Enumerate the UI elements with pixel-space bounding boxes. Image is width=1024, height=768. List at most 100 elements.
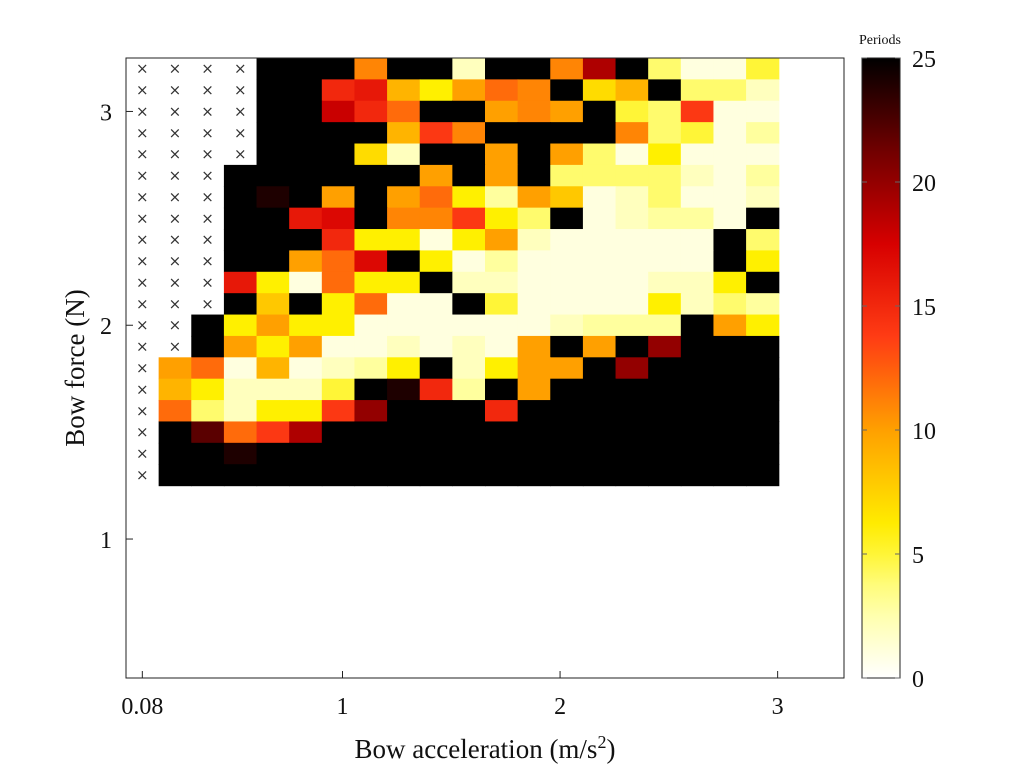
heatmap-cell [452, 271, 486, 294]
heatmap-cell [419, 293, 453, 316]
heatmap-cell [550, 122, 584, 145]
heatmap-cell [452, 314, 486, 337]
heatmap-cell [746, 207, 780, 230]
heatmap-cell [387, 58, 421, 80]
heatmap-cell [680, 271, 715, 294]
heatmap-cell [354, 442, 388, 465]
heatmap-cell [582, 229, 617, 252]
heatmap-cell [419, 271, 453, 294]
heatmap-cell [289, 400, 323, 423]
heatmap-cell [517, 186, 551, 209]
heatmap-cell [321, 314, 356, 337]
no-data-marker: × [234, 124, 247, 142]
heatmap-cell [354, 314, 388, 337]
heatmap-cell [223, 421, 258, 444]
heatmap-cell [713, 143, 747, 166]
heatmap-cell [582, 314, 617, 337]
heatmap-cell [289, 378, 323, 401]
heatmap-cell [158, 400, 192, 423]
no-data-marker: × [169, 188, 182, 206]
heatmap-cell [256, 100, 290, 123]
heatmap-cell [387, 335, 421, 358]
heatmap-cell [713, 421, 747, 444]
heatmap-cell [550, 335, 584, 358]
heatmap-cell [256, 79, 290, 102]
colorbar-title: Periods [859, 33, 901, 48]
heatmap-cell [713, 442, 747, 465]
heatmap-cell [713, 464, 747, 487]
heatmap-cell [550, 229, 584, 252]
heatmap-cell [452, 464, 486, 487]
heatmap-cell [615, 164, 649, 187]
heatmap-cell [452, 229, 486, 252]
heatmap-cell [158, 421, 192, 444]
no-data-marker: × [136, 167, 149, 185]
no-data-marker: × [169, 124, 182, 142]
heatmap-cell [387, 293, 421, 316]
heatmap-cell [387, 186, 421, 209]
heatmap-cell [648, 58, 682, 80]
heatmap-cell [680, 293, 715, 316]
no-data-marker: × [136, 60, 149, 78]
heatmap-cell [387, 122, 421, 145]
heatmap-cell [256, 400, 290, 423]
heatmap-cell [419, 250, 453, 273]
heatmap-cell [550, 207, 584, 230]
heatmap-cell [321, 250, 356, 273]
heatmap-cell [387, 314, 421, 337]
heatmap-cell [387, 250, 421, 273]
heatmap-cell [158, 442, 192, 465]
heatmap-cell [485, 250, 519, 273]
heatmap-cell [354, 271, 388, 294]
heatmap-cell [452, 100, 486, 123]
heatmap-cell [550, 100, 584, 123]
heatmap-cell [648, 122, 682, 145]
heatmap-cell [582, 100, 617, 123]
heatmap-cell [550, 378, 584, 401]
heatmap-cell [648, 250, 682, 273]
heatmap-cell [648, 357, 682, 380]
x-tick-label: 1 [336, 694, 348, 720]
heatmap-cell [354, 421, 388, 444]
heatmap-cell [158, 378, 192, 401]
no-data-marker: × [136, 466, 149, 484]
heatmap-cell [615, 250, 649, 273]
heatmap-cell [452, 186, 486, 209]
no-data-marker: × [234, 81, 247, 99]
heatmap-cell [485, 464, 519, 487]
heatmap-cell [680, 314, 715, 337]
no-data-markers: × × × × × × × × × × × × × × × × × × × × × × × × × × × × × × × × × × × × × × × ×… [136, 60, 246, 484]
heatmap-cell [256, 293, 290, 316]
no-data-marker: × [136, 102, 149, 120]
heatmap-cell [746, 164, 780, 187]
heatmap-cell [746, 464, 780, 487]
heatmap-cell [289, 122, 323, 145]
no-data-marker: × [136, 423, 149, 441]
colorbar-tick-label: 5 [912, 543, 924, 569]
heatmap-cell [485, 186, 519, 209]
heatmap-cell [452, 250, 486, 273]
heatmap-cell [746, 79, 780, 102]
heatmap-cell [517, 250, 551, 273]
heatmap-cell [289, 79, 323, 102]
heatmap-cell [680, 207, 715, 230]
heatmap-cell [550, 79, 584, 102]
heatmap-cell [419, 207, 453, 230]
y-tick-label: 2 [100, 314, 112, 340]
heatmap-cell [517, 100, 551, 123]
heatmap-cell [746, 229, 780, 252]
heatmap-cell [615, 100, 649, 123]
heatmap-cell [680, 442, 715, 465]
heatmap-cell [648, 314, 682, 337]
heatmap-cell [419, 335, 453, 358]
heatmap-cell [746, 58, 780, 80]
no-data-marker: × [201, 252, 214, 270]
heatmap-cell [680, 229, 715, 252]
heatmap-cell [517, 229, 551, 252]
heatmap-cell [680, 400, 715, 423]
heatmap-cell [354, 164, 388, 187]
heatmap-cell [419, 186, 453, 209]
x-axis-ticks: 0.08 1 2 3 [121, 671, 784, 720]
heatmap-cell [485, 79, 519, 102]
